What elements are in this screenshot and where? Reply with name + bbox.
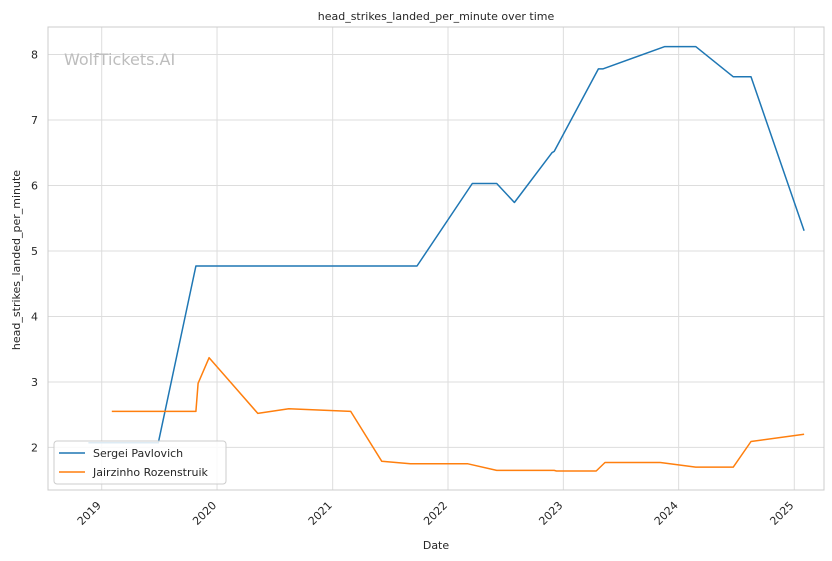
y-tick-label: 3 bbox=[31, 376, 38, 389]
x-tick-label: 2022 bbox=[421, 499, 450, 528]
series-line-sergei-pavlovich bbox=[88, 45, 805, 444]
legend: Sergei Pavlovich Jairzinho Rozenstruik bbox=[53, 440, 227, 485]
series-layer bbox=[88, 45, 805, 472]
y-axis-label: head_strikes_landed_per_minute bbox=[10, 170, 23, 350]
chart-title: head_strikes_landed_per_minute over time bbox=[318, 10, 555, 23]
x-tick-label: 2019 bbox=[75, 499, 104, 528]
x-axis-ticks: 2019 2020 2021 2022 2023 2024 2025 bbox=[75, 499, 797, 528]
y-tick-label: 8 bbox=[31, 49, 38, 62]
x-tick-label: 2025 bbox=[767, 499, 796, 528]
x-tick-label: 2023 bbox=[536, 499, 565, 528]
series-line-jairzinho-rozenstruik bbox=[111, 356, 805, 472]
y-tick-label: 7 bbox=[31, 114, 38, 127]
y-axis-ticks: 2 3 4 5 6 7 8 bbox=[31, 49, 38, 455]
y-tick-label: 2 bbox=[31, 441, 38, 454]
legend-label-jairzinho-rozenstruik: Jairzinho Rozenstruik bbox=[92, 466, 209, 479]
x-axis-label: Date bbox=[423, 539, 450, 552]
y-tick-label: 6 bbox=[31, 179, 38, 192]
grid bbox=[48, 27, 824, 490]
x-tick-label: 2024 bbox=[652, 499, 681, 528]
plot-area-frame bbox=[47, 26, 825, 491]
legend-box bbox=[53, 440, 227, 485]
x-tick-label: 2021 bbox=[306, 499, 335, 528]
y-tick-label: 5 bbox=[31, 245, 38, 258]
legend-label-sergei-pavlovich: Sergei Pavlovich bbox=[93, 447, 183, 460]
x-tick-label: 2020 bbox=[190, 499, 219, 528]
y-tick-label: 4 bbox=[31, 310, 38, 323]
watermark: WolfTickets.AI bbox=[64, 50, 175, 69]
